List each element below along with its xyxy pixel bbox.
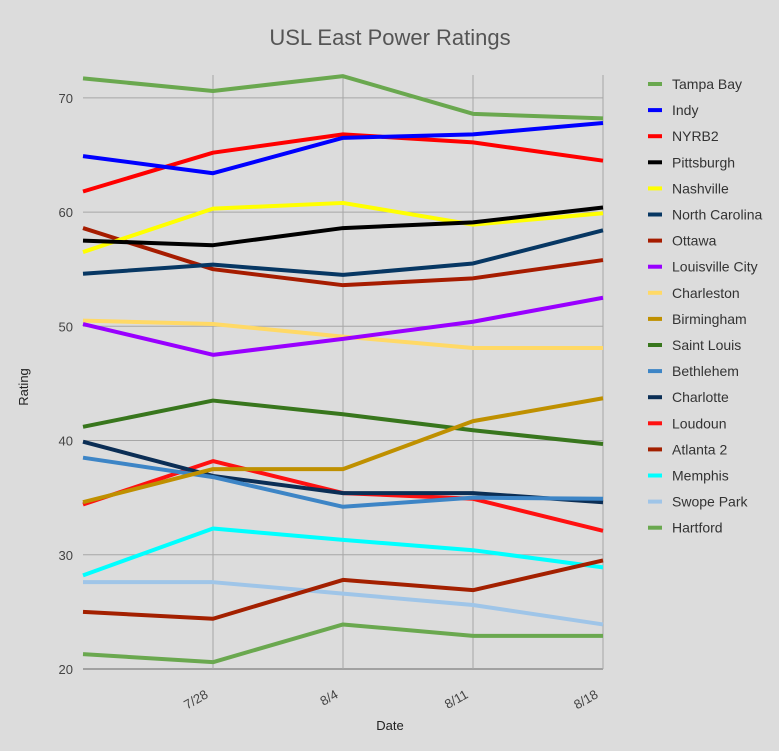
series-line-tampa-bay — [82, 74, 604, 121]
series-line-ottawa — [82, 226, 604, 288]
series-line-charleston — [82, 318, 603, 351]
legend-label: Indy — [672, 102, 698, 118]
legend-label: Pittsburgh — [672, 154, 735, 170]
legend-label: Loudoun — [672, 415, 727, 431]
y-tick-label: 60 — [59, 205, 73, 220]
x-tick-label: 8/4 — [317, 687, 340, 709]
legend-label: Nashville — [672, 180, 729, 196]
series-line-louisville-city — [82, 295, 604, 357]
series-line-hartford — [82, 622, 603, 665]
series-lines — [82, 74, 604, 665]
series-line-north-carolina — [82, 228, 604, 277]
series-line-nashville — [82, 200, 604, 254]
y-tick-label: 70 — [59, 91, 73, 106]
y-tick-label: 40 — [59, 434, 73, 449]
legend-label: Tampa Bay — [672, 76, 742, 92]
legend-label: Charlotte — [672, 389, 729, 405]
y-tick-label: 20 — [59, 662, 73, 677]
y-tick-label: 50 — [59, 319, 73, 334]
legend-label: Saint Louis — [672, 337, 741, 353]
legend-label: NYRB2 — [672, 128, 719, 144]
y-axis-ticks: 20 30 40 50 60 70 — [59, 91, 73, 677]
y-tick-label: 30 — [59, 548, 73, 563]
series-line-pittsburgh — [82, 205, 604, 248]
series-line-atlanta-2 — [82, 558, 604, 621]
legend-label: Swope Park — [672, 494, 748, 510]
y-axis-label: Rating — [16, 368, 31, 406]
legend: Tampa Bay Indy NYRB2 Pittsburgh Nashville Nor… — [648, 76, 762, 536]
legend-label: Louisville City — [672, 259, 758, 275]
legend-label: Atlanta 2 — [672, 441, 727, 457]
legend-label: Birmingham — [672, 311, 747, 327]
x-tick-label: 7/28 — [181, 687, 210, 713]
series-line-saint-louis — [82, 398, 604, 446]
series-line-swope-park — [83, 580, 604, 627]
legend-label: Charleston — [672, 285, 740, 301]
series-line-memphis — [82, 526, 604, 578]
chart-title: USL East Power Ratings — [269, 25, 510, 50]
series-line-bethlehem — [82, 455, 604, 509]
legend-label: Memphis — [672, 468, 729, 484]
x-axis-ticks: 7/28 8/4 8/11 8/18 — [181, 687, 600, 713]
x-axis-label: Date — [376, 718, 403, 733]
legend-label: Bethlehem — [672, 363, 739, 379]
legend-label: Hartford — [672, 520, 723, 536]
legend-label: Ottawa — [672, 233, 717, 249]
series-line-indy — [82, 120, 604, 176]
x-tick-label: 8/11 — [442, 687, 471, 712]
legend-label: North Carolina — [672, 207, 762, 223]
series-line-birmingham — [82, 396, 604, 505]
x-tick-label: 8/18 — [571, 687, 600, 713]
